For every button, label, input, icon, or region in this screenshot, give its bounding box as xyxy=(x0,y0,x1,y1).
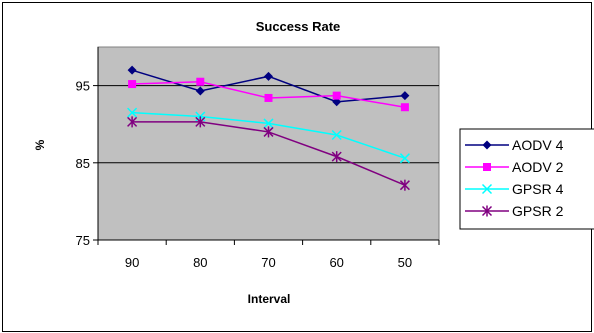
x-tick-label: 90 xyxy=(125,255,139,270)
legend-label: AODV 2 xyxy=(512,159,564,175)
data-point xyxy=(331,129,342,141)
x-tick-label: 60 xyxy=(329,255,343,270)
data-point xyxy=(195,116,206,128)
data-point xyxy=(263,126,274,138)
y-axis-title: % xyxy=(33,139,47,150)
data-point xyxy=(332,91,341,100)
data-point xyxy=(400,91,410,101)
series-aodv-2 xyxy=(128,77,409,112)
gridlines xyxy=(98,85,439,164)
data-point xyxy=(399,153,410,164)
data-point xyxy=(400,103,409,112)
legend-entry: AODV 4 xyxy=(465,137,564,153)
data-point xyxy=(127,107,138,118)
legend-marker xyxy=(481,205,493,217)
y-tick-label: 95 xyxy=(76,79,90,94)
x-axis-title: Interval xyxy=(248,292,291,306)
legend-label: GPSR 2 xyxy=(512,203,564,219)
data-point xyxy=(331,151,342,163)
data-point xyxy=(128,80,137,89)
chart-title: Success Rate xyxy=(256,19,341,34)
legend-label: GPSR 4 xyxy=(512,181,564,197)
data-point xyxy=(399,179,410,191)
data-point xyxy=(264,71,273,81)
legend-marker xyxy=(482,140,492,150)
y-tick-label: 75 xyxy=(76,233,90,248)
legend-marker xyxy=(481,183,493,195)
legend-entry: GPSR 2 xyxy=(465,203,564,219)
axes: 75 85 95 90 80 70 60 50 xyxy=(76,47,440,270)
data-point xyxy=(127,116,138,128)
legend: AODV 4 AODV 2 GPSR 4 GPSR 2 xyxy=(465,137,564,219)
data-point xyxy=(196,77,205,86)
data-point xyxy=(264,93,273,102)
x-tick-label: 50 xyxy=(398,255,412,270)
legend-entry: GPSR 4 xyxy=(465,181,564,197)
data-point xyxy=(195,86,205,96)
legend-marker xyxy=(483,163,491,171)
x-tick-label: 70 xyxy=(261,255,275,270)
data-point xyxy=(127,65,137,75)
series-group xyxy=(127,65,410,191)
data-point xyxy=(263,118,274,129)
legend-label: AODV 4 xyxy=(512,137,564,153)
x-tick-label: 80 xyxy=(193,255,207,270)
legend-entry: AODV 2 xyxy=(465,159,564,175)
series-gpsr-2 xyxy=(127,116,410,191)
y-tick-label: 85 xyxy=(76,156,90,171)
